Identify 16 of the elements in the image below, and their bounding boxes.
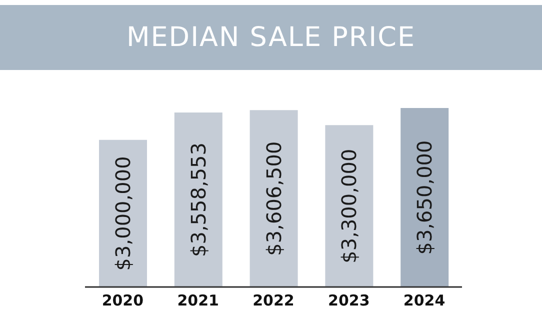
data-label: $3,650,000 [412,140,437,255]
x-tick-label: 2022 [252,292,294,310]
bar [250,110,298,287]
x-tick-label: 2020 [102,292,144,310]
data-label: $3,300,000 [337,148,362,264]
x-tick-label: 2023 [328,292,370,310]
data-label: $3,558,553 [186,142,210,257]
bar [400,108,449,287]
x-tick-label: 2024 [403,292,446,310]
chart-title: MEDIAN SALE PRICE [0,5,542,70]
data-label: $3,606,500 [262,141,286,256]
bar [99,140,147,287]
x-tick-label: 2021 [177,292,219,310]
data-label: $3,000,000 [111,156,135,271]
bar [174,112,222,287]
bar [325,125,374,287]
